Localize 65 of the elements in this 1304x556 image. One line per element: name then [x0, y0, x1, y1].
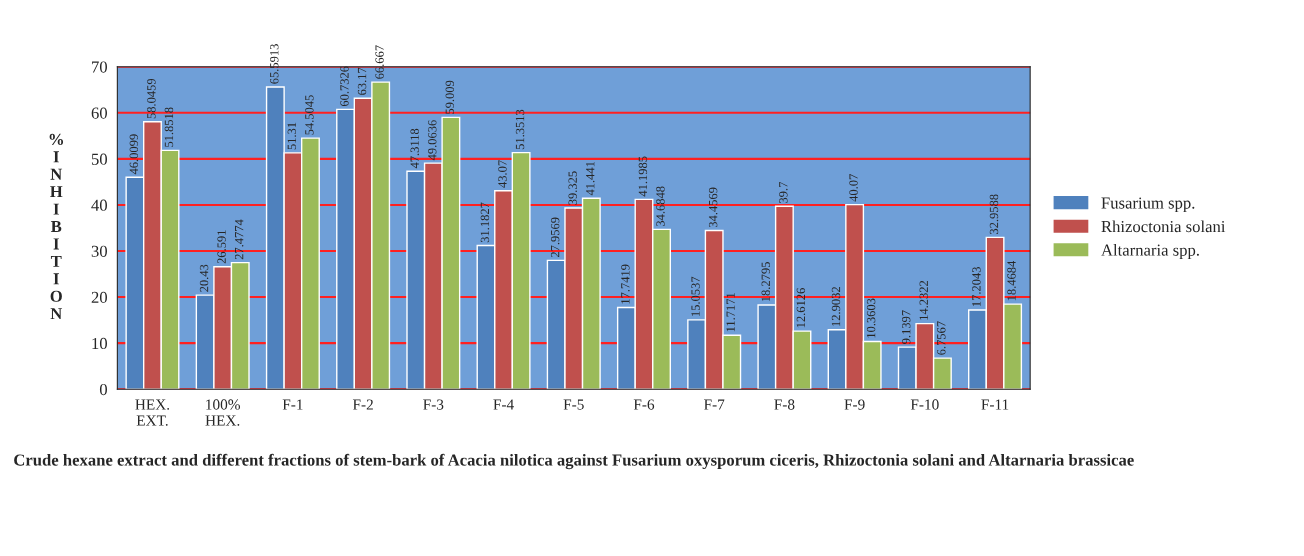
x-tick-label: F-5 [563, 399, 584, 410]
data-label: 43.07 [498, 160, 507, 188]
text: % INHIBITION [49, 133, 64, 320]
data-label: 12.9032 [831, 287, 841, 326]
x-tick-label: 100% HEX. [205, 399, 240, 426]
x-tick-label: F-2 [352, 399, 373, 410]
x-tick-label: F-9 [844, 399, 865, 410]
data-label: 60.7326 [340, 66, 349, 107]
data-label: 49.0636 [428, 120, 437, 161]
data-label: 47.3118 [410, 128, 419, 169]
data-label: 18.4684 [1007, 260, 1016, 301]
x-tick-label: F-7 [704, 399, 725, 410]
x-tick-label: F-4 [493, 399, 514, 410]
data-label: 27.9569 [550, 217, 560, 258]
data-label: 6.7567 [937, 321, 946, 355]
data-label: 27.4774 [234, 219, 244, 260]
data-label: 12.6126 [796, 288, 806, 328]
data-label: 34.6848 [656, 186, 665, 227]
x-tick-label: F-11 [981, 399, 1009, 410]
data-label: 40.07 [849, 174, 858, 202]
x-tick-label: F-3 [423, 399, 444, 410]
y-tick-label: 60 [91, 107, 107, 119]
data-label: 54.5045 [305, 95, 314, 135]
x-tick-label: F-1 [282, 399, 303, 410]
data-label: 46.0099 [129, 134, 139, 175]
x-tick-label: F-6 [633, 399, 655, 410]
x-tick-label: HEX. EXT. [135, 399, 170, 426]
data-label: 15.0537 [691, 276, 700, 316]
data-label: 31.1827 [480, 202, 490, 243]
y-tick-label: 0 [99, 383, 107, 396]
data-label: 34.4569 [708, 187, 718, 228]
data-label: 9.1397 [902, 310, 911, 344]
data-label: 66.667 [375, 45, 384, 79]
data-label: 39.7 [779, 182, 788, 203]
data-label: 51.8518 [164, 107, 174, 147]
data-label: 59.009 [445, 80, 455, 114]
data-label: 65.5913 [270, 44, 279, 84]
data-label: 26.591 [217, 230, 226, 264]
y-tick-label: 30 [91, 245, 107, 257]
data-label: 14.2322 [919, 280, 929, 320]
y-tick-label: 10 [92, 337, 107, 350]
data-label: 51.31 [287, 122, 297, 150]
x-tick-label: F-10 [910, 399, 939, 410]
data-label: 18.2795 [761, 262, 771, 302]
data-label: 10.3603 [866, 298, 876, 338]
x-axis-title: Crude hexane extract and different fractions of stem-bark of Acacia nilotica against Fusarium oxysporum ciceris, Rhizoctonia solani and Altarnaria brassicae [14, 453, 1134, 470]
data-label: 39.325 [568, 171, 577, 205]
legend-label: Fusarium spp. [1101, 197, 1195, 213]
data-label: 11.7171 [726, 293, 735, 332]
data-label: 17.7419 [621, 264, 630, 304]
legend-label: Altarnaria spp. [1101, 244, 1199, 260]
data-label: 41.441 [586, 161, 595, 196]
data-label: 17.2043 [972, 267, 981, 307]
data-label: 51.3513 [515, 109, 525, 150]
data-label: 58.0459 [147, 78, 156, 119]
data-label: 41.1985 [638, 156, 648, 197]
data-label: 63.17 [357, 67, 367, 95]
y-tick-label: 50 [91, 153, 107, 165]
data-label: 20.43 [199, 264, 209, 292]
y-tick-label: 40 [91, 199, 107, 211]
x-tick-label: F-8 [774, 399, 795, 410]
data-label: 32.9588 [989, 194, 999, 234]
legend-label: Rhizoctonia solani [1101, 220, 1226, 233]
y-tick-label: 70 [92, 61, 107, 73]
y-tick-label: 20 [91, 291, 107, 304]
